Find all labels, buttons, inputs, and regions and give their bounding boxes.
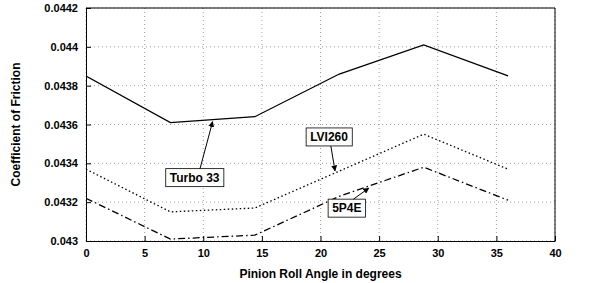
frame	[86, 8, 555, 9]
tick-mark	[86, 202, 91, 203]
y-axis-title: Coefficient of Friction	[9, 63, 23, 187]
grid-line-y	[86, 85, 555, 86]
series-label: Turbo 33	[166, 122, 224, 187]
grid-line-x	[496, 8, 497, 241]
tick-label: 30	[432, 247, 444, 259]
tick: 5	[142, 236, 148, 259]
tick-mark	[86, 125, 91, 126]
grid-line-y	[86, 202, 555, 203]
tick: 20	[315, 236, 327, 259]
tick-mark	[86, 163, 91, 164]
grid-line-y	[86, 46, 555, 47]
y-axis: 0.043 0.0432 0.0434 0.0436 0.0438 0.044 0.0442	[44, 2, 91, 247]
x-axis: 0 5 10 15 20 25 30 35 40	[83, 236, 561, 259]
tick-mark	[496, 236, 497, 241]
grid-line-y	[86, 8, 555, 9]
series-label-arrow	[331, 146, 335, 171]
tick-mark	[145, 236, 146, 241]
tick-label: 40	[549, 247, 561, 259]
chart: 05101520253035400.0430.04320.04340.04360…	[0, 0, 608, 283]
tick: 10	[198, 236, 210, 259]
tick-mark	[438, 236, 439, 241]
series-label-text: 5P4E	[332, 201, 361, 215]
grid-line-x	[144, 8, 145, 241]
grid-line-y	[86, 124, 555, 125]
tick: 0.044	[50, 41, 91, 53]
series-labels: Turbo 33 LVI260 5P4E	[166, 122, 369, 218]
series-label: LVI260	[306, 128, 352, 171]
grid-line-y	[86, 163, 555, 164]
tick-label: 0.0436	[44, 119, 78, 131]
tick-mark	[321, 236, 322, 241]
plot-background	[86, 8, 555, 241]
tick-label: 25	[374, 247, 386, 259]
tick-mark	[86, 47, 91, 48]
tick-label: 10	[198, 247, 210, 259]
series-line	[86, 134, 508, 212]
series-label-box	[328, 199, 365, 217]
x-axis-title: Pinion Roll Angle in degrees	[239, 267, 402, 281]
series-label-text: Turbo 33	[170, 171, 220, 185]
series-lines	[86, 45, 508, 239]
series-label: 5P4E	[328, 188, 369, 217]
tick: 0.0432	[44, 196, 91, 208]
tick-label: 5	[142, 247, 148, 259]
series-label-box	[166, 169, 224, 187]
tick-label: 15	[256, 247, 268, 259]
axis-line	[87, 241, 556, 242]
series-line	[86, 167, 508, 239]
tick-mark	[86, 241, 91, 242]
tick: 0.0436	[44, 119, 91, 131]
tick: 15	[256, 236, 268, 259]
tick-label: 0.044	[50, 41, 78, 53]
plot: 05101520253035400.0430.04320.04340.04360…	[44, 2, 561, 259]
tick: 30	[432, 236, 444, 259]
tick-label: 0.043	[50, 235, 78, 247]
tick: 0.043	[50, 235, 91, 247]
tick-label: 35	[491, 247, 503, 259]
tick: 0.0434	[44, 157, 91, 169]
tick-mark	[86, 86, 91, 87]
tick-mark	[203, 236, 204, 241]
tick-label: 20	[315, 247, 327, 259]
tick: 0.0438	[44, 80, 91, 92]
tick-label: 0.0432	[44, 196, 78, 208]
tick: 25	[374, 236, 386, 259]
tick: 0.0442	[44, 2, 91, 14]
tick-label: 0	[83, 247, 89, 259]
tick-mark	[379, 236, 380, 241]
tick-label: 0.0442	[44, 2, 78, 14]
series-line	[86, 45, 508, 123]
grid-line-x	[555, 8, 556, 241]
series-label-box	[306, 128, 352, 146]
tick-label: 0.0434	[44, 157, 79, 169]
grid-line-x	[320, 8, 321, 241]
series-label-arrow	[353, 188, 368, 199]
series-label-text: LVI260	[310, 130, 348, 144]
tick-mark	[262, 236, 263, 241]
grid	[86, 8, 555, 241]
tick: 35	[491, 236, 503, 259]
tick-label: 0.0438	[44, 80, 78, 92]
series-label-arrow	[200, 122, 213, 169]
frame	[555, 8, 556, 241]
